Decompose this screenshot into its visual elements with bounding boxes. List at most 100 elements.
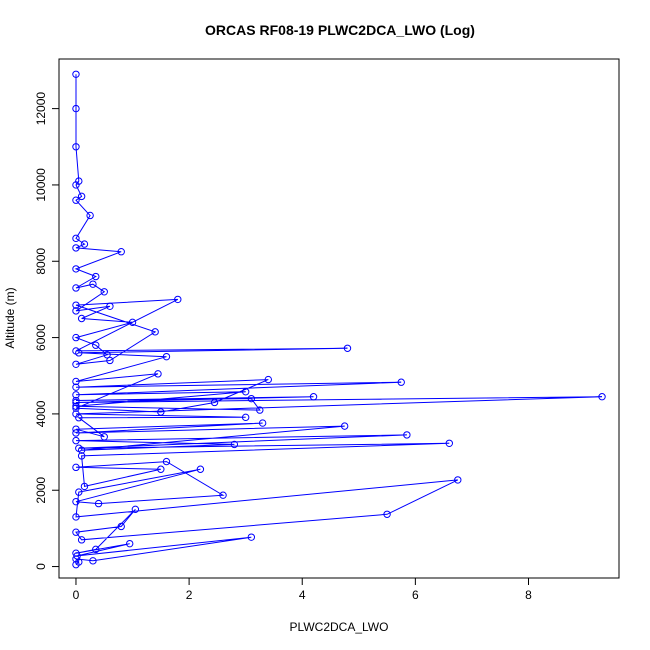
data-point — [72, 402, 80, 410]
chart-title: ORCAS RF08-19 PLWC2DCA_LWO (Log) — [205, 22, 475, 38]
data-point — [162, 457, 171, 466]
data-point — [258, 419, 267, 427]
data-point — [80, 240, 89, 248]
data-point — [92, 341, 100, 349]
data-point — [403, 431, 411, 439]
data-point — [126, 539, 134, 548]
data-point — [72, 333, 80, 342]
data-point — [80, 482, 89, 491]
data-series — [72, 70, 606, 569]
data-point — [454, 476, 462, 484]
data-point — [72, 70, 80, 78]
data-point — [72, 528, 80, 536]
data-point — [72, 234, 80, 243]
data-point — [106, 302, 114, 310]
data-point — [77, 446, 86, 454]
data-point — [264, 375, 272, 384]
x-tick-label: 6 — [412, 588, 419, 602]
data-point — [72, 463, 80, 472]
data-point — [241, 388, 250, 396]
data-point — [72, 398, 80, 407]
data-point — [72, 391, 80, 399]
series-line — [74, 74, 603, 565]
data-point — [72, 410, 80, 418]
data-point — [72, 513, 80, 521]
data-point — [92, 272, 100, 281]
data-point — [72, 549, 80, 557]
data-point — [72, 383, 80, 391]
y-axis-label: Altitude (m) — [3, 287, 17, 348]
data-point — [72, 404, 80, 412]
y-tick-label: 0 — [34, 563, 48, 570]
data-point — [210, 398, 219, 407]
data-point — [445, 439, 454, 447]
data-point — [157, 465, 165, 473]
data-point — [89, 557, 97, 565]
data-point — [75, 177, 83, 185]
data-point — [100, 433, 108, 441]
x-axis: 0 2 4 6 8 — [73, 577, 532, 602]
data-point — [157, 408, 165, 416]
data-point — [92, 545, 100, 554]
x-tick-label: 2 — [186, 588, 193, 602]
x-tick-label: 8 — [525, 588, 532, 602]
data-point — [256, 406, 264, 414]
y-tick-label: 2000 — [34, 477, 48, 504]
data-point — [128, 318, 137, 327]
data-point — [174, 295, 182, 304]
data-point — [72, 360, 80, 368]
y-tick-label: 6000 — [34, 324, 48, 351]
data-point — [89, 280, 97, 288]
data-point — [106, 356, 114, 365]
data-point — [247, 533, 256, 541]
y-tick-label: 8000 — [34, 248, 48, 275]
data-point — [72, 284, 80, 292]
data-point — [72, 244, 80, 252]
data-point — [72, 307, 80, 315]
data-point — [77, 536, 86, 544]
data-point — [72, 347, 80, 355]
data-point — [72, 196, 80, 204]
data-point — [241, 413, 250, 422]
data-point — [196, 465, 205, 473]
y-axis: 0 2000 4000 6000 8000 10000 12000 — [34, 92, 60, 570]
data-point — [219, 491, 227, 499]
y-tick-label: 10000 — [34, 168, 48, 202]
data-point — [72, 265, 80, 273]
data-point — [230, 440, 239, 449]
y-tick-label: 12000 — [34, 92, 48, 126]
data-point — [154, 370, 162, 378]
data-point — [103, 351, 111, 359]
data-point — [72, 396, 80, 405]
data-point — [100, 288, 108, 296]
x-axis-label: PLWC2DCA_LWO — [290, 620, 389, 634]
data-point — [397, 378, 405, 386]
data-point — [94, 499, 103, 508]
data-point — [598, 393, 606, 401]
data-point — [72, 143, 80, 151]
data-point — [117, 522, 125, 531]
data-point — [117, 248, 125, 256]
data-point — [72, 377, 80, 386]
data-point — [77, 452, 86, 460]
data-point — [247, 394, 256, 403]
data-point — [77, 192, 86, 201]
data-point — [343, 344, 352, 352]
data-point — [86, 211, 94, 220]
data-point — [75, 488, 83, 496]
data-point — [309, 393, 318, 401]
data-point — [72, 436, 80, 445]
data-point — [383, 510, 391, 518]
data-point — [72, 104, 80, 113]
data-point — [72, 497, 80, 506]
data-point — [131, 505, 140, 514]
data-point — [72, 425, 80, 433]
x-tick-label: 4 — [299, 588, 306, 602]
data-point — [72, 301, 80, 309]
data-point — [340, 422, 349, 430]
data-point — [77, 314, 86, 323]
data-point — [162, 352, 171, 361]
y-tick-label: 4000 — [34, 400, 48, 427]
data-point — [72, 429, 80, 437]
